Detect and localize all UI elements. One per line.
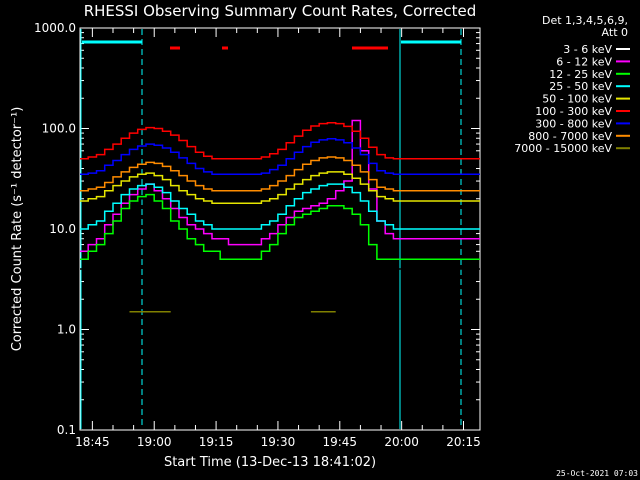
series-line-6: [80, 138, 480, 176]
x-tick-label: 20:15: [446, 435, 481, 449]
footer-timestamp: 25-Oct-2021 07:03: [556, 469, 638, 478]
state-indicators: [82, 40, 461, 50]
legend-entry-7: 800 - 7000 keV: [528, 130, 612, 143]
y-tick-label: 1000.0: [34, 21, 76, 35]
legend-header: Det 1,3,4,5,6,9,: [542, 14, 628, 27]
legend-entry-1: 6 - 12 keV: [556, 55, 612, 68]
x-tick-label: 19:00: [137, 435, 172, 449]
legend-entry-6: 300 - 800 keV: [535, 117, 612, 130]
legend-entry-0: 3 - 6 keV: [563, 43, 612, 56]
legend-entry-2: 12 - 25 keV: [549, 68, 612, 81]
x-tick-label: 19:45: [322, 435, 357, 449]
series-line-3: [80, 183, 480, 230]
y-axis-label: Corrected Count Rate (s⁻¹ detector⁻¹): [10, 107, 25, 352]
x-tick-label: 19:15: [199, 435, 234, 449]
series-line-7: [80, 156, 480, 192]
series-line-5: [80, 122, 480, 160]
legend-header: Att 0: [602, 26, 628, 39]
series-line-4: [80, 171, 480, 205]
x-tick-label: 19:30: [261, 435, 296, 449]
x-tick-label: 18:45: [75, 435, 110, 449]
series-group: [80, 119, 480, 313]
y-tick-label: 1.0: [57, 323, 76, 337]
series-line-2: [80, 193, 480, 261]
legend-entry-8: 7000 - 15000 keV: [514, 142, 612, 155]
y-tick-label: 100.0: [42, 122, 76, 136]
y-tick-label: 0.1: [57, 423, 76, 437]
x-axis: 18:45 19:00 19:15 19:30 19:45 20:00 20:15: [75, 28, 481, 449]
legend-entry-5: 100 - 300 keV: [535, 105, 612, 118]
chart-title: RHESSI Observing Summary Count Rates, Co…: [84, 2, 477, 20]
legend-entry-3: 25 - 50 keV: [549, 80, 612, 93]
x-tick-label: 20:00: [384, 435, 419, 449]
y-tick-label: 10.0: [49, 222, 76, 236]
legend-entry-4: 50 - 100 keV: [542, 93, 612, 106]
x-axis-label: Start Time (13-Dec-13 18:41:02): [164, 455, 376, 470]
